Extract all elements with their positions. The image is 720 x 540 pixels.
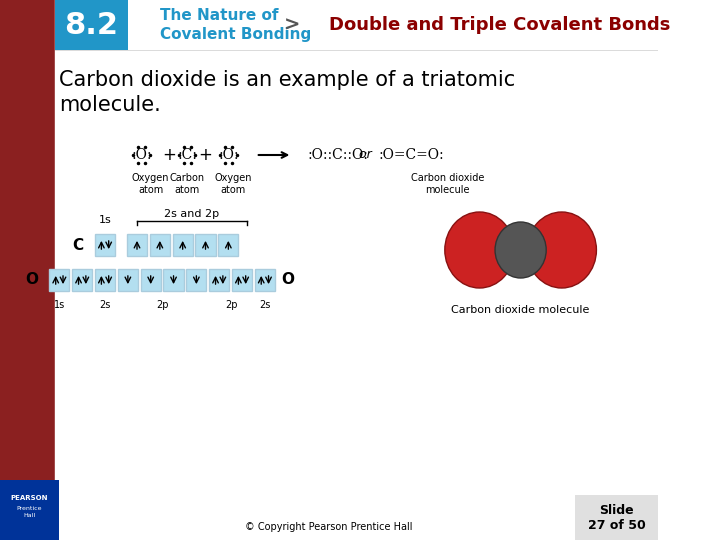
Text: :O=C=O:: :O=C=O:	[378, 148, 444, 162]
Text: +: +	[162, 146, 176, 164]
Text: +: +	[199, 146, 212, 164]
Text: Carbon
atom: Carbon atom	[170, 173, 204, 194]
Bar	[150, 234, 170, 256]
Text: Carbon dioxide molecule: Carbon dioxide molecule	[451, 305, 590, 315]
Text: 1s: 1s	[99, 215, 112, 225]
Text: Prentice
Hall: Prentice Hall	[17, 507, 42, 518]
Circle shape	[445, 212, 514, 288]
Text: molecule.: molecule.	[59, 95, 161, 115]
Text: O: O	[282, 273, 294, 287]
Bar	[118, 269, 138, 291]
Bar	[575, 495, 657, 540]
Text: The Nature of
Covalent Bonding: The Nature of Covalent Bonding	[160, 8, 311, 43]
Text: 8.2: 8.2	[64, 10, 118, 39]
Bar	[50, 269, 69, 291]
Bar	[72, 269, 92, 291]
Bar	[210, 269, 229, 291]
Text: :O::C::O:: :O::C::O:	[307, 148, 369, 162]
Text: >: >	[284, 16, 300, 35]
Text: Oxygen
atom: Oxygen atom	[214, 173, 252, 194]
Bar	[163, 269, 184, 291]
Text: 2s and 2p: 2s and 2p	[164, 209, 220, 219]
Bar	[140, 269, 161, 291]
Text: © Copyright Pearson Prentice Hall: © Copyright Pearson Prentice Hall	[245, 522, 413, 532]
Text: Double and Triple Covalent Bonds: Double and Triple Covalent Bonds	[329, 16, 670, 34]
Text: Oxygen
atom: Oxygen atom	[132, 173, 169, 194]
Bar	[55, 0, 128, 50]
Polygon shape	[0, 0, 55, 540]
Text: Carbon dioxide is an example of a triatomic: Carbon dioxide is an example of a triato…	[59, 70, 516, 90]
Text: 2s: 2s	[99, 300, 111, 310]
Text: :O:: :O:	[218, 148, 238, 162]
Text: or: or	[355, 148, 376, 161]
Text: 2s: 2s	[259, 300, 271, 310]
Text: 2p: 2p	[156, 300, 168, 310]
Bar	[218, 234, 238, 256]
Circle shape	[527, 212, 596, 288]
Bar	[255, 269, 275, 291]
Text: PEARSON: PEARSON	[11, 495, 48, 501]
Bar	[186, 269, 207, 291]
Bar	[0, 480, 59, 540]
Text: C: C	[72, 238, 84, 253]
Bar	[195, 234, 215, 256]
Text: :O:: :O:	[131, 148, 152, 162]
Text: :C:: :C:	[177, 148, 197, 162]
Bar	[95, 234, 115, 256]
Text: Carbon dioxide
molecule: Carbon dioxide molecule	[411, 173, 485, 194]
Bar	[173, 234, 193, 256]
Text: 2p: 2p	[225, 300, 238, 310]
Text: O: O	[25, 273, 38, 287]
Circle shape	[495, 222, 546, 278]
Text: 1s: 1s	[54, 300, 65, 310]
Bar	[95, 269, 115, 291]
Bar	[127, 234, 147, 256]
Bar	[232, 269, 252, 291]
Text: Slide
27 of 50: Slide 27 of 50	[588, 504, 645, 532]
